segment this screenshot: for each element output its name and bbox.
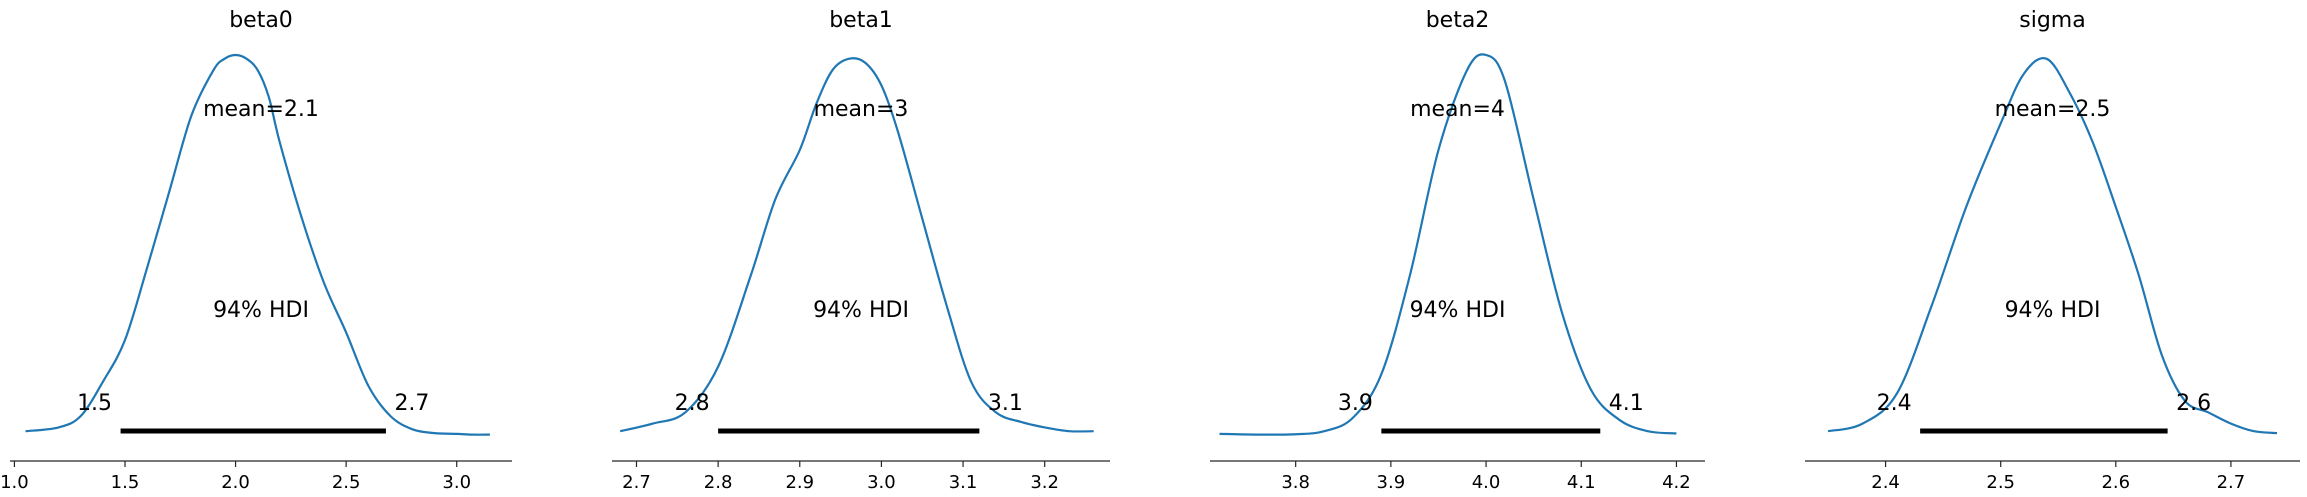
x-tick-label: 2.4 [1871, 472, 1900, 493]
panel-beta2: beta2 mean=4 94% HDI 3.9 4.1 3.8 3.9 4.0 4.1 4.2 [1210, 8, 1705, 493]
panel-title: beta1 [829, 8, 893, 33]
x-tick-label: 3.0 [867, 472, 896, 493]
x-tick-label: 3.2 [1030, 472, 1059, 493]
x-tick-label: 1.5 [111, 472, 140, 493]
panel-title: sigma [2019, 8, 2085, 33]
mean-label: mean=2.5 [1995, 97, 2111, 122]
hdi-high-label: 3.1 [988, 391, 1023, 416]
x-tick-label: 2.5 [332, 472, 361, 493]
hdi-high-label: 2.6 [2176, 391, 2211, 416]
x-tick-label: 2.9 [785, 472, 814, 493]
mean-label: mean=3 [814, 97, 909, 122]
panel-beta1: beta1 mean=3 94% HDI 2.8 3.1 2.7 2.8 2.9 3.0 3.1 3… [612, 8, 1110, 493]
x-tick-label: 2.7 [2217, 472, 2246, 493]
hdi-low-label: 3.9 [1338, 391, 1373, 416]
x-tick-label: 1.0 [0, 472, 29, 493]
density-curve [1827, 57, 2278, 435]
x-tick-label: 4.1 [1567, 472, 1596, 493]
hdi-low-label: 2.4 [1877, 391, 1912, 416]
x-tick-label: 3.0 [442, 472, 471, 493]
x-tick-label: 2.6 [2101, 472, 2130, 493]
mean-label: mean=2.1 [203, 97, 319, 122]
hdi-low-label: 2.8 [675, 391, 710, 416]
density-curve [25, 53, 490, 436]
panel-title: beta0 [229, 8, 293, 33]
x-tick-label: 3.8 [1281, 472, 1310, 493]
hdi-label: 94% HDI [813, 298, 909, 323]
x-tick-label: 3.9 [1377, 472, 1406, 493]
hdi-label: 94% HDI [213, 298, 309, 323]
density-curve [619, 57, 1094, 433]
x-tick-label: 2.7 [622, 472, 651, 493]
panel-beta0: beta0 mean=2.1 94% HDI 1.5 2.7 1.0 1.5 2.0 2.5 3.… [0, 8, 512, 493]
x-tick-label: 3.1 [949, 472, 978, 493]
x-tick-label: 2.8 [704, 472, 733, 493]
hdi-low-label: 1.5 [77, 391, 112, 416]
hdi-label: 94% HDI [1410, 298, 1506, 323]
x-tick-label: 4.2 [1662, 472, 1691, 493]
mean-label: mean=4 [1410, 97, 1505, 122]
hdi-high-label: 2.7 [394, 391, 429, 416]
hdi-high-label: 4.1 [1609, 391, 1644, 416]
panel-sigma: sigma mean=2.5 94% HDI 2.4 2.6 2.4 2.5 2.6 2.7 [1805, 8, 2300, 493]
x-tick-label: 4.0 [1472, 472, 1501, 493]
panel-title: beta2 [1426, 8, 1490, 33]
hdi-label: 94% HDI [2005, 298, 2101, 323]
x-tick-label: 2.0 [221, 472, 250, 493]
density-curve [1219, 53, 1677, 436]
x-tick-label: 2.5 [1986, 472, 2015, 493]
